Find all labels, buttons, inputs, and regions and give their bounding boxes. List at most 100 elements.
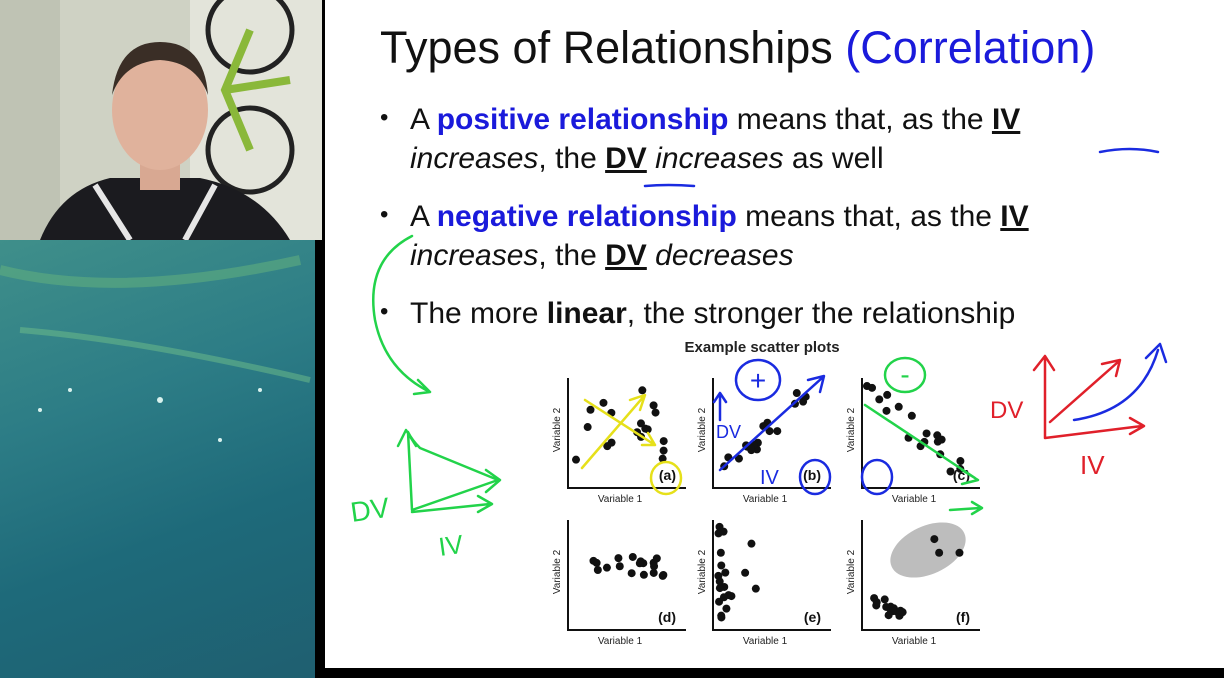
scatter-dot (894, 402, 903, 411)
scatter-dot (930, 535, 939, 544)
text: means that, as the (736, 103, 984, 136)
scatter-dot (719, 527, 728, 536)
scatter-dot (652, 554, 661, 563)
scatter-dot (727, 592, 736, 601)
scatter-dot (607, 438, 616, 447)
ink-label: IV (760, 467, 780, 489)
scatter-dot (717, 611, 726, 620)
scatter-dot (765, 427, 774, 436)
scatter-dot (636, 419, 645, 428)
scatter-dot (955, 548, 964, 557)
slide: Types of Relationships (Correlation) A p… (325, 0, 1224, 668)
y-axis-label: Variable 2 (697, 407, 708, 452)
scatter-dot (746, 444, 755, 453)
text: decreases (655, 239, 794, 272)
scatter-dot (627, 569, 636, 578)
keyword: negative relationship (436, 200, 737, 233)
scatter-dot (651, 408, 660, 417)
y-axis-label: Variable 2 (846, 407, 857, 452)
scatter-dot (649, 568, 658, 577)
title-text: Types of Relationships (380, 22, 833, 73)
scatter-dot (717, 561, 726, 570)
bullet-list: A positive relationship means that, as t… (380, 98, 1160, 352)
ink-label: DV (990, 397, 1023, 424)
scatter-dot (635, 559, 644, 568)
scatter-dot (589, 556, 598, 565)
axes (712, 520, 831, 631)
panel-label: (b) (803, 467, 821, 483)
text: A (410, 103, 429, 136)
x-axis-label: Variable 1 (892, 494, 937, 505)
scatter-dot (872, 598, 881, 607)
bullet: A positive relationship means that, as t… (380, 98, 1160, 178)
keyword: linear (546, 297, 627, 330)
panel-label: (f) (956, 609, 970, 625)
text: increases (410, 142, 539, 175)
scatter-dot (602, 563, 611, 572)
scatter-dot (638, 386, 647, 395)
text: means that, as the (745, 200, 992, 233)
term: IV (1000, 200, 1029, 233)
text: increases (410, 239, 539, 272)
scatter-dot (658, 571, 667, 580)
axes (861, 520, 980, 631)
scatter-dot (643, 425, 652, 434)
scatter-dot (883, 390, 892, 399)
term: IV (991, 103, 1021, 136)
ink-label: - (900, 359, 909, 390)
scatter-dot (628, 552, 637, 561)
ink-label: DV (716, 422, 741, 442)
scatter-dot (586, 405, 595, 414)
axes (712, 378, 831, 489)
x-axis-label: Variable 1 (743, 494, 788, 505)
y-axis-label: Variable 2 (697, 549, 708, 594)
scatter-dot (882, 406, 891, 415)
x-axis-label: Variable 1 (892, 636, 937, 647)
scatter-dot (722, 604, 731, 613)
scatter-dot (773, 427, 782, 436)
axes (567, 520, 686, 631)
ink-label: DV (349, 492, 392, 528)
figure-title: Example scatter plots (684, 339, 839, 356)
scatter-dot (922, 429, 931, 438)
scatter-dot (946, 467, 955, 476)
panel-label: (e) (804, 609, 821, 625)
slide-title: Types of Relationships (Correlation) (380, 22, 1095, 74)
scatter-dot (875, 395, 884, 404)
panel-label: (d) (658, 609, 676, 625)
text: , the (538, 142, 597, 175)
scatter-dot (614, 554, 623, 563)
scatter-dot (719, 593, 728, 602)
axes (861, 378, 980, 489)
scatter-dot (658, 454, 667, 463)
bullet: The more linear, the stronger the relati… (380, 292, 1160, 333)
scatter-dot (880, 595, 889, 604)
scatter-dot (898, 608, 907, 617)
ink-label: IV (1080, 450, 1105, 480)
term: DV (605, 239, 647, 272)
ink-label: + (750, 365, 766, 396)
scatter-dot (734, 454, 743, 463)
text: , the (538, 239, 597, 272)
scatter-dot (937, 435, 946, 444)
y-axis-label: Variable 2 (552, 549, 563, 594)
highlight (890, 522, 966, 578)
scatter-dot (659, 437, 668, 446)
background-art (0, 240, 315, 678)
scatter-dot (716, 548, 725, 557)
scatter-dot (792, 389, 801, 398)
text: increases (655, 142, 784, 175)
panel-label: (a) (659, 467, 676, 483)
scatter-dot (639, 570, 648, 579)
title-accent: (Correlation) (845, 22, 1096, 73)
scatter-dot (868, 383, 877, 392)
x-axis-label: Variable 1 (743, 636, 788, 647)
y-axis-label: Variable 2 (846, 549, 857, 594)
scatter-dot (721, 568, 730, 577)
text: A (410, 200, 429, 233)
scatter-dot (884, 611, 893, 620)
scatter-dot (615, 562, 624, 571)
scatter-panels: (a) Variable 1 Variable 2 (b) Variable 1 Vari… (552, 378, 980, 647)
